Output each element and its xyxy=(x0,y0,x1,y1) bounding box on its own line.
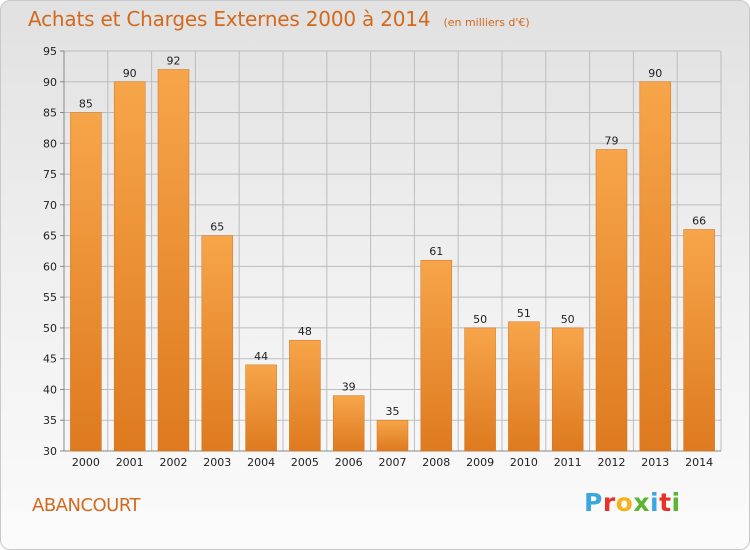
logo-letter: o xyxy=(615,488,634,517)
chart-title-block: Achats et Charges Externes 2000 à 2014 (… xyxy=(28,7,530,31)
x-tick-label: 2002 xyxy=(160,456,188,469)
bar xyxy=(683,229,715,452)
y-tick-label: 90 xyxy=(43,76,57,89)
data-label: 90 xyxy=(123,67,137,80)
logo-letter: r xyxy=(602,488,616,517)
data-label: 51 xyxy=(517,307,531,320)
bar xyxy=(639,81,672,452)
logo-letter: P xyxy=(584,488,603,517)
x-tick-label: 2011 xyxy=(554,456,582,469)
data-label: 92 xyxy=(167,54,181,67)
y-tick-label: 50 xyxy=(43,322,57,335)
x-tick-label: 2001 xyxy=(116,456,144,469)
data-label: 50 xyxy=(561,313,575,326)
chart-subtitle: (en milliers d'€) xyxy=(443,16,530,29)
x-tick-label: 2008 xyxy=(422,456,450,469)
bar xyxy=(201,235,234,452)
bar xyxy=(245,364,277,452)
logo-letter: i xyxy=(671,488,681,517)
y-tick-label: 85 xyxy=(43,107,57,120)
data-label: 79 xyxy=(605,134,619,147)
data-label: 50 xyxy=(473,313,487,326)
y-tick-label: 95 xyxy=(43,45,57,58)
bar xyxy=(70,112,102,452)
logo-letter: x xyxy=(633,488,650,517)
bar xyxy=(420,259,453,452)
y-tick-label: 40 xyxy=(43,383,57,396)
y-tick-label: 70 xyxy=(43,199,57,212)
bar xyxy=(595,149,628,452)
y-tick-label: 60 xyxy=(43,260,57,273)
x-tick-label: 2007 xyxy=(379,456,407,469)
bar xyxy=(113,81,146,452)
data-label: 61 xyxy=(429,245,443,258)
bar xyxy=(332,395,365,452)
y-tick-label: 80 xyxy=(43,137,57,150)
bar xyxy=(551,327,584,452)
logo-letter: t xyxy=(659,488,672,517)
y-tick-label: 55 xyxy=(43,291,57,304)
x-tick-label: 2014 xyxy=(685,456,713,469)
x-tick-label: 2000 xyxy=(72,456,100,469)
data-label: 65 xyxy=(210,221,224,234)
place-name: ABANCOURT xyxy=(32,495,141,516)
y-tick-label: 30 xyxy=(43,445,57,458)
x-tick-label: 2009 xyxy=(466,456,494,469)
data-label: 85 xyxy=(79,98,93,111)
bar xyxy=(508,321,540,452)
y-tick-label: 35 xyxy=(43,414,57,427)
x-tick-label: 2010 xyxy=(510,456,538,469)
y-tick-label: 45 xyxy=(43,353,57,366)
bar xyxy=(289,339,321,452)
data-label: 44 xyxy=(254,350,268,363)
proxiti-logo[interactable]: Proxiti xyxy=(584,488,681,517)
x-tick-label: 2013 xyxy=(641,456,669,469)
data-label: 66 xyxy=(692,214,706,227)
x-tick-label: 2004 xyxy=(247,456,275,469)
bar xyxy=(157,69,190,452)
y-tick-label: 65 xyxy=(43,230,57,243)
bar xyxy=(376,419,409,452)
x-tick-label: 2005 xyxy=(291,456,319,469)
data-label: 48 xyxy=(298,325,312,338)
logo-letter: i xyxy=(650,488,660,517)
data-label: 39 xyxy=(342,381,356,394)
x-tick-label: 2012 xyxy=(598,456,626,469)
data-label: 90 xyxy=(648,67,662,80)
chart-title: Achats et Charges Externes 2000 à 2014 xyxy=(28,7,431,31)
x-tick-label: 2006 xyxy=(335,456,363,469)
y-tick-label: 75 xyxy=(43,168,57,181)
data-label: 35 xyxy=(386,405,400,418)
x-tick-label: 2003 xyxy=(203,456,231,469)
bar xyxy=(464,327,496,452)
